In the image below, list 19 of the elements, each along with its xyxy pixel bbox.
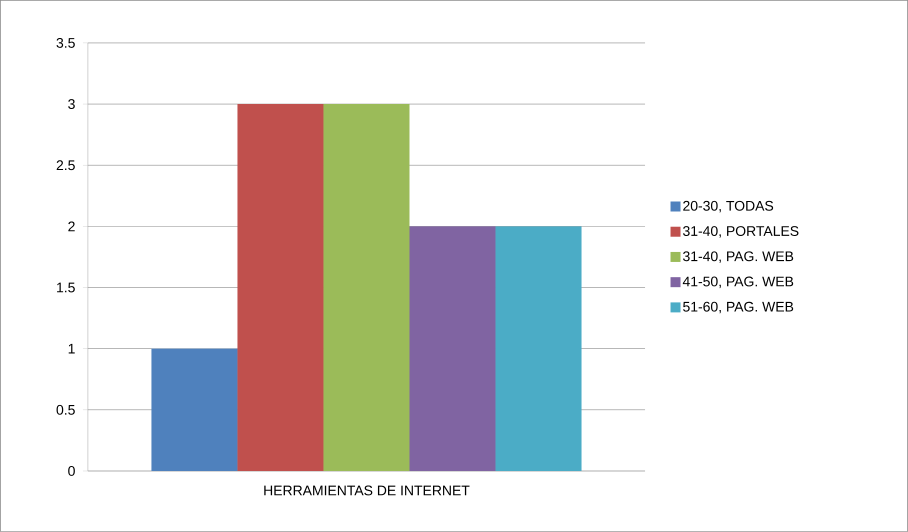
y-tick-label: 0 [68,466,75,476]
y-tick-label: 1 [68,344,75,354]
bar [151,348,238,472]
y-tick-label: 3.5 [56,38,75,48]
y-tick-label: 0.5 [56,404,75,415]
bar [323,104,410,472]
x-tick-label: HERRAMIENTAS DE INTERNET [264,486,470,496]
y-tick-label: 2.5 [56,160,75,170]
y-tick-label: 2 [68,222,75,232]
y-tick-label: 1.5 [57,282,75,292]
bar [237,104,324,472]
legend-label: 20-30, TODAS [683,200,774,212]
bar [496,226,582,472]
bar [410,226,496,472]
legend-label: 41-50, PAG. WEB [682,276,794,288]
y-tick-label: 3 [68,99,75,110]
legend-label: 31-40, PORTALES [683,226,798,238]
legend-label: 51-60, PAG. WEB [683,302,794,314]
legend-label: 31-40, PAG. WEB [683,251,794,263]
